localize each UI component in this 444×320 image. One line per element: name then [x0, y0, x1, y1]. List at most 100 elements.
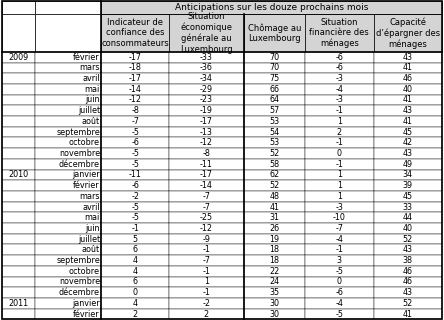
Bar [305, 84, 374, 95]
Text: octobre: octobre [69, 138, 100, 147]
Text: -5: -5 [131, 128, 139, 137]
Text: avril: avril [82, 74, 100, 83]
Text: mai: mai [85, 213, 100, 222]
Bar [36, 14, 101, 52]
Text: 4: 4 [133, 299, 138, 308]
Bar [374, 84, 442, 95]
Bar [169, 191, 244, 202]
Bar [169, 309, 244, 319]
Bar [374, 266, 442, 276]
Text: 46: 46 [403, 74, 413, 83]
Bar [244, 191, 305, 202]
Bar [101, 127, 169, 138]
Text: 52: 52 [269, 181, 279, 190]
Bar [374, 255, 442, 266]
Text: 30: 30 [269, 309, 279, 318]
Text: -14: -14 [129, 85, 142, 94]
Bar [36, 212, 101, 223]
Bar [36, 234, 101, 244]
Text: -1: -1 [202, 267, 210, 276]
Text: 18: 18 [269, 245, 279, 254]
Text: -1: -1 [202, 288, 210, 297]
Bar [2, 180, 36, 191]
Text: mars: mars [79, 63, 100, 72]
Bar [244, 138, 305, 148]
Bar [374, 148, 442, 159]
Bar [169, 170, 244, 180]
Bar [374, 105, 442, 116]
Text: 2009: 2009 [9, 53, 29, 62]
Text: 6: 6 [133, 277, 138, 286]
Text: -5: -5 [131, 213, 139, 222]
Text: décembre: décembre [59, 160, 100, 169]
Text: 4: 4 [133, 256, 138, 265]
Text: -8: -8 [131, 106, 139, 115]
Bar [36, 266, 101, 276]
Bar [36, 255, 101, 266]
Text: -19: -19 [200, 106, 213, 115]
Text: 31: 31 [269, 213, 279, 222]
Bar [36, 159, 101, 170]
Bar [2, 159, 36, 170]
Bar [2, 309, 36, 319]
Bar [2, 202, 36, 212]
Bar [2, 191, 36, 202]
Bar [101, 212, 169, 223]
Bar [2, 116, 36, 127]
Text: -25: -25 [200, 213, 213, 222]
Text: 5: 5 [133, 235, 138, 244]
Text: juin: juin [85, 224, 100, 233]
Bar [305, 105, 374, 116]
Text: -7: -7 [202, 192, 210, 201]
Text: 24: 24 [269, 277, 279, 286]
Bar [101, 244, 169, 255]
Text: 1: 1 [337, 117, 342, 126]
Bar [374, 52, 442, 62]
Text: 44: 44 [403, 213, 413, 222]
Text: 34: 34 [403, 170, 413, 180]
Bar [244, 298, 305, 309]
Text: 43: 43 [403, 106, 413, 115]
Bar [374, 170, 442, 180]
Text: 42: 42 [403, 138, 413, 147]
Text: 40: 40 [403, 224, 413, 233]
Text: 33: 33 [403, 203, 413, 212]
Bar [374, 127, 442, 138]
Bar [169, 255, 244, 266]
Bar [101, 1, 442, 14]
Text: -11: -11 [129, 170, 142, 180]
Bar [244, 255, 305, 266]
Bar [36, 244, 101, 255]
Text: -6: -6 [335, 288, 343, 297]
Text: 43: 43 [403, 53, 413, 62]
Text: 41: 41 [403, 309, 413, 318]
Text: 19: 19 [269, 235, 279, 244]
Text: -23: -23 [200, 95, 213, 105]
Text: -4: -4 [335, 235, 343, 244]
Text: -13: -13 [200, 128, 213, 137]
Text: -14: -14 [200, 181, 213, 190]
Text: -5: -5 [335, 267, 343, 276]
Text: Indicateur de
confiance des
consommateurs: Indicateur de confiance des consommateur… [101, 18, 169, 48]
Text: -6: -6 [131, 181, 139, 190]
Text: 43: 43 [403, 149, 413, 158]
Text: 0: 0 [133, 288, 138, 297]
Text: 6: 6 [133, 245, 138, 254]
Text: 35: 35 [269, 288, 279, 297]
Bar [169, 266, 244, 276]
Text: -12: -12 [200, 224, 213, 233]
Bar [244, 148, 305, 159]
Bar [2, 1, 36, 14]
Bar [101, 202, 169, 212]
Bar [2, 148, 36, 159]
Bar [169, 276, 244, 287]
Text: 1: 1 [337, 181, 342, 190]
Bar [101, 138, 169, 148]
Bar [169, 234, 244, 244]
Bar [305, 62, 374, 73]
Text: décembre: décembre [59, 288, 100, 297]
Text: -17: -17 [129, 74, 142, 83]
Bar [244, 223, 305, 234]
Bar [244, 14, 305, 52]
Text: 58: 58 [269, 160, 279, 169]
